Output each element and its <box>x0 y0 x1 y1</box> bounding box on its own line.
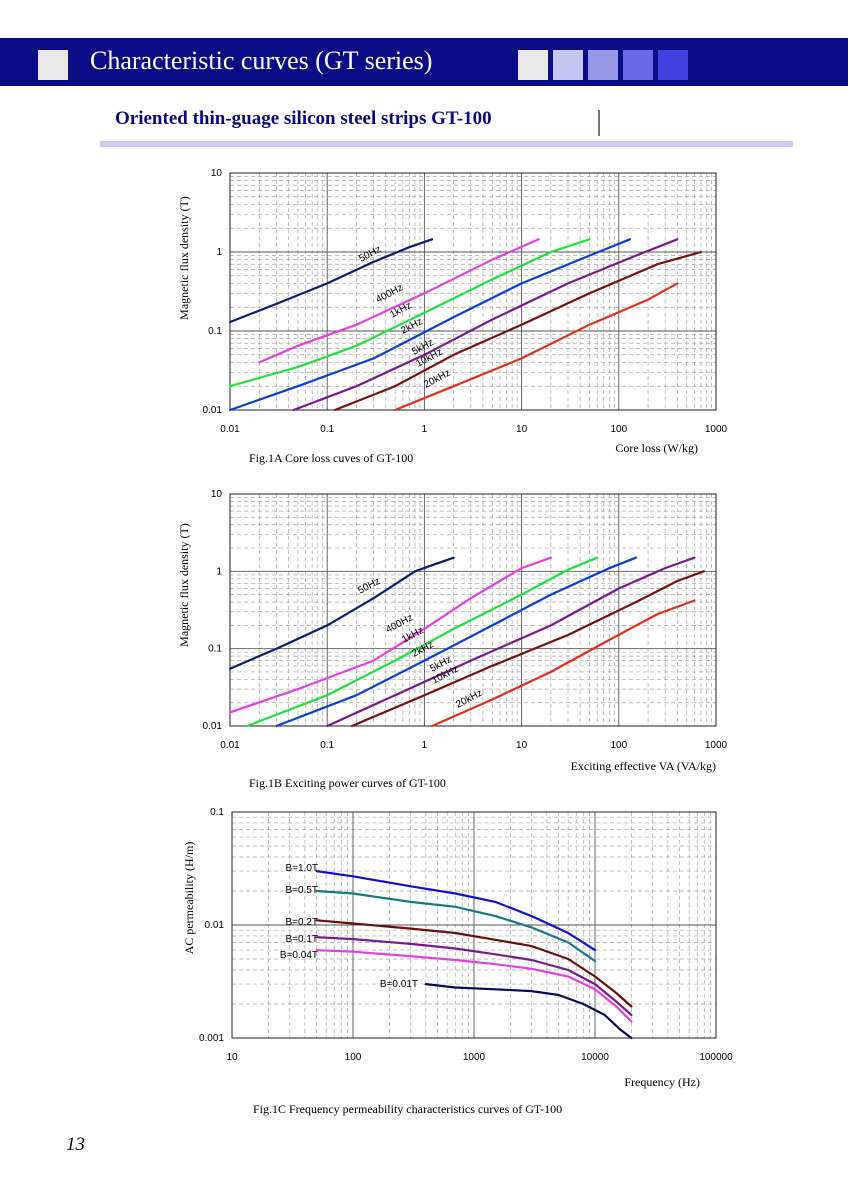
x-tick-label: 1000 <box>705 424 728 435</box>
series-line-400hz <box>228 556 552 714</box>
y-tick-label: 1 <box>216 247 222 258</box>
plot-frame <box>229 493 717 727</box>
x-tick-label: 0.01 <box>220 424 240 435</box>
series-line-5khz <box>326 556 696 728</box>
subtitle-underline <box>100 141 793 147</box>
series-line-20khz <box>431 599 696 728</box>
header-square-3 <box>553 50 583 80</box>
x-tick-label: 1000 <box>463 1052 486 1063</box>
x-tick-label: 1 <box>422 740 428 751</box>
x-tick-label: 0.01 <box>220 740 240 751</box>
series-label: B=0.5T <box>285 885 318 896</box>
series-line-10khz <box>333 250 702 412</box>
subtitle-divider <box>598 110 600 136</box>
x-tick-label: 10 <box>516 740 528 751</box>
series-line-b-0-1t <box>315 936 633 1016</box>
x-tick-label: 0.1 <box>320 424 334 435</box>
y-tick-label: 0.01 <box>203 721 223 732</box>
y-tick-label: 0.1 <box>208 644 222 655</box>
x-tick-label: 1000 <box>705 740 728 751</box>
y-tick-label: 0.1 <box>208 326 222 337</box>
series-line-b-0-01t <box>424 983 633 1040</box>
x-axis-label: Frequency (Hz) <box>624 1075 700 1089</box>
core-loss-chart: 0.01 0.1 1 10 100 1000 0.01 0.1 1 10 Core loss (W/… <box>177 168 728 455</box>
x-tick-label: 100 <box>610 740 627 751</box>
series-label: B=0.04T <box>280 950 318 961</box>
page-number: 13 <box>66 1134 85 1155</box>
series-line-50hz <box>228 238 434 324</box>
x-tick-label: 100 <box>610 424 627 435</box>
fig-1c-caption: Fig.1C Frequency permeability characteri… <box>253 1102 563 1116</box>
y-tick-label: 10 <box>211 168 223 179</box>
series-line-b-0-2t <box>315 919 633 1008</box>
header-square-4 <box>588 50 618 80</box>
section-subtitle: Oriented thin-guage silicon steel strips… <box>115 108 492 129</box>
series-line-b-1-0t <box>315 870 597 952</box>
y-tick-label: 0.001 <box>199 1033 224 1044</box>
series-line-2khz <box>228 238 631 412</box>
series-line-1khz <box>246 556 599 728</box>
page-header-title: Characteristic curves (GT series) <box>90 46 433 75</box>
x-axis-label: Exciting effective VA (VA/kg) <box>571 759 716 773</box>
x-tick-label: 100000 <box>699 1052 733 1063</box>
y-tick-label: 0.01 <box>203 405 223 416</box>
plot-frame <box>231 811 717 1039</box>
series-line-b-0-5t <box>315 889 597 963</box>
x-tick-label: 1 <box>422 424 428 435</box>
series-line-5khz <box>292 238 679 412</box>
x-tick-label: 10000 <box>581 1052 609 1063</box>
grid-lines <box>231 811 717 1039</box>
series-line-b-0-04t <box>315 949 633 1023</box>
x-tick-label: 0.1 <box>320 740 334 751</box>
x-axis-label: Core loss (W/kg) <box>615 441 698 455</box>
y-axis-label: Magnetic flux density (T) <box>177 196 191 320</box>
x-tick-label: 10 <box>226 1052 238 1063</box>
exciting-power-chart: 0.01 0.1 1 10 100 1000 0.01 0.1 1 10 Exciting effe… <box>177 489 728 773</box>
header-square-6 <box>658 50 688 80</box>
header-bar: Characteristic curves (GT series) <box>0 38 848 86</box>
y-tick-label: 10 <box>211 489 223 500</box>
series-label: B=0.1T <box>285 934 318 945</box>
y-axis-label: AC permeability (H/m) <box>182 842 196 955</box>
x-tick-label: 100 <box>345 1052 362 1063</box>
series-label: B=1.0T <box>285 863 318 874</box>
series-line-400hz <box>258 238 540 364</box>
y-tick-label: 0.1 <box>210 807 224 818</box>
fig-1b-caption: Fig.1B Exciting power curves of GT-100 <box>249 776 446 790</box>
series-line-50hz <box>228 556 455 670</box>
plot-frame <box>229 172 717 411</box>
series-line-1khz <box>228 238 591 388</box>
y-tick-label: 1 <box>216 566 222 577</box>
header-square-5 <box>623 50 653 80</box>
header-square-1 <box>38 50 68 80</box>
fig-1a-caption: Fig.1A Core loss cuves of GT-100 <box>249 451 414 465</box>
y-axis-label: Magnetic flux density (T) <box>177 523 191 647</box>
series-line-20khz <box>394 282 679 412</box>
series-line-2khz <box>275 556 637 728</box>
series-label: B=0.2T <box>285 917 318 928</box>
x-tick-label: 10 <box>516 424 528 435</box>
grid-lines <box>229 172 717 411</box>
permeability-chart: 10 100 1000 10000 100000 0.001 0.01 0.1 Frequenc… <box>182 807 733 1089</box>
y-tick-label: 0.01 <box>205 920 225 931</box>
grid-lines <box>229 493 717 727</box>
header-square-2 <box>518 50 548 80</box>
series-line-10khz <box>350 570 705 728</box>
series-label: B=0.01T <box>380 979 418 990</box>
